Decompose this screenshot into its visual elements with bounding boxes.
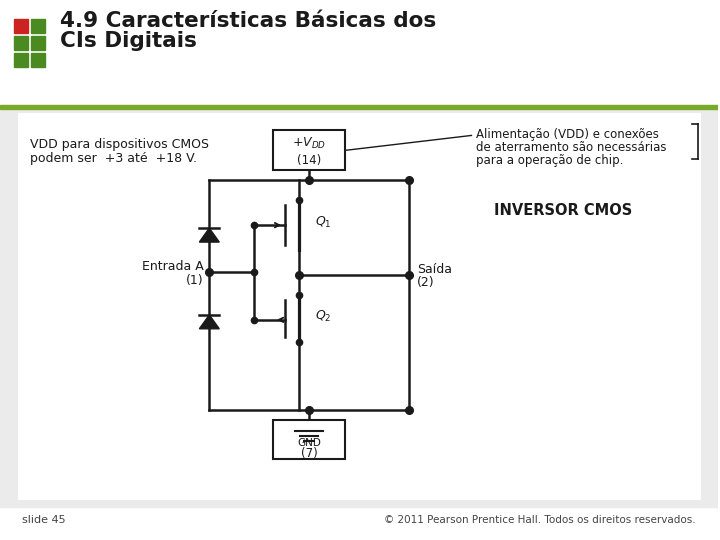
Text: podem ser  +3 até  +18 V.: podem ser +3 até +18 V. (30, 152, 197, 165)
Bar (0, 105, 718, 109)
Text: VDD para dispositivos CMOS: VDD para dispositivos CMOS (30, 138, 209, 151)
Text: Saída: Saída (417, 262, 451, 275)
Polygon shape (199, 228, 220, 242)
Text: $Q_1$: $Q_1$ (315, 214, 331, 230)
Text: CIs Digitais: CIs Digitais (60, 31, 197, 51)
Text: (7): (7) (301, 447, 318, 460)
Text: de aterramento são necessárias: de aterramento são necessárias (477, 141, 667, 154)
Text: (1): (1) (186, 274, 203, 287)
Bar (31, 36, 45, 50)
Bar (14, 36, 28, 50)
Bar (0, 1, 718, 105)
Polygon shape (199, 315, 220, 329)
Bar (31, 53, 45, 66)
Text: GND: GND (297, 438, 321, 448)
Text: Entrada A: Entrada A (142, 260, 203, 273)
Text: $Q_2$: $Q_2$ (315, 309, 331, 325)
Text: $+V_{DD}$: $+V_{DD}$ (292, 136, 326, 151)
Text: slide 45: slide 45 (22, 515, 66, 525)
Text: 4.9 Características Básicas dos: 4.9 Características Básicas dos (60, 11, 436, 31)
Bar (31, 19, 45, 33)
Text: INVERSOR CMOS: INVERSOR CMOS (494, 202, 632, 218)
Text: (2): (2) (417, 276, 434, 289)
Text: (14): (14) (297, 154, 321, 167)
Text: © 2011 Pearson Prentice Hall. Todos os direitos reservados.: © 2011 Pearson Prentice Hall. Todos os d… (384, 515, 696, 525)
Bar (14, 19, 28, 33)
Bar (14, 53, 28, 66)
Text: Alimentação (VDD) e conexões: Alimentação (VDD) e conexões (477, 129, 660, 141)
Bar (0, 109, 718, 507)
Text: para a operação de chip.: para a operação de chip. (477, 154, 624, 167)
Bar (273, 420, 345, 460)
Bar (273, 131, 345, 170)
Bar (18, 112, 700, 500)
